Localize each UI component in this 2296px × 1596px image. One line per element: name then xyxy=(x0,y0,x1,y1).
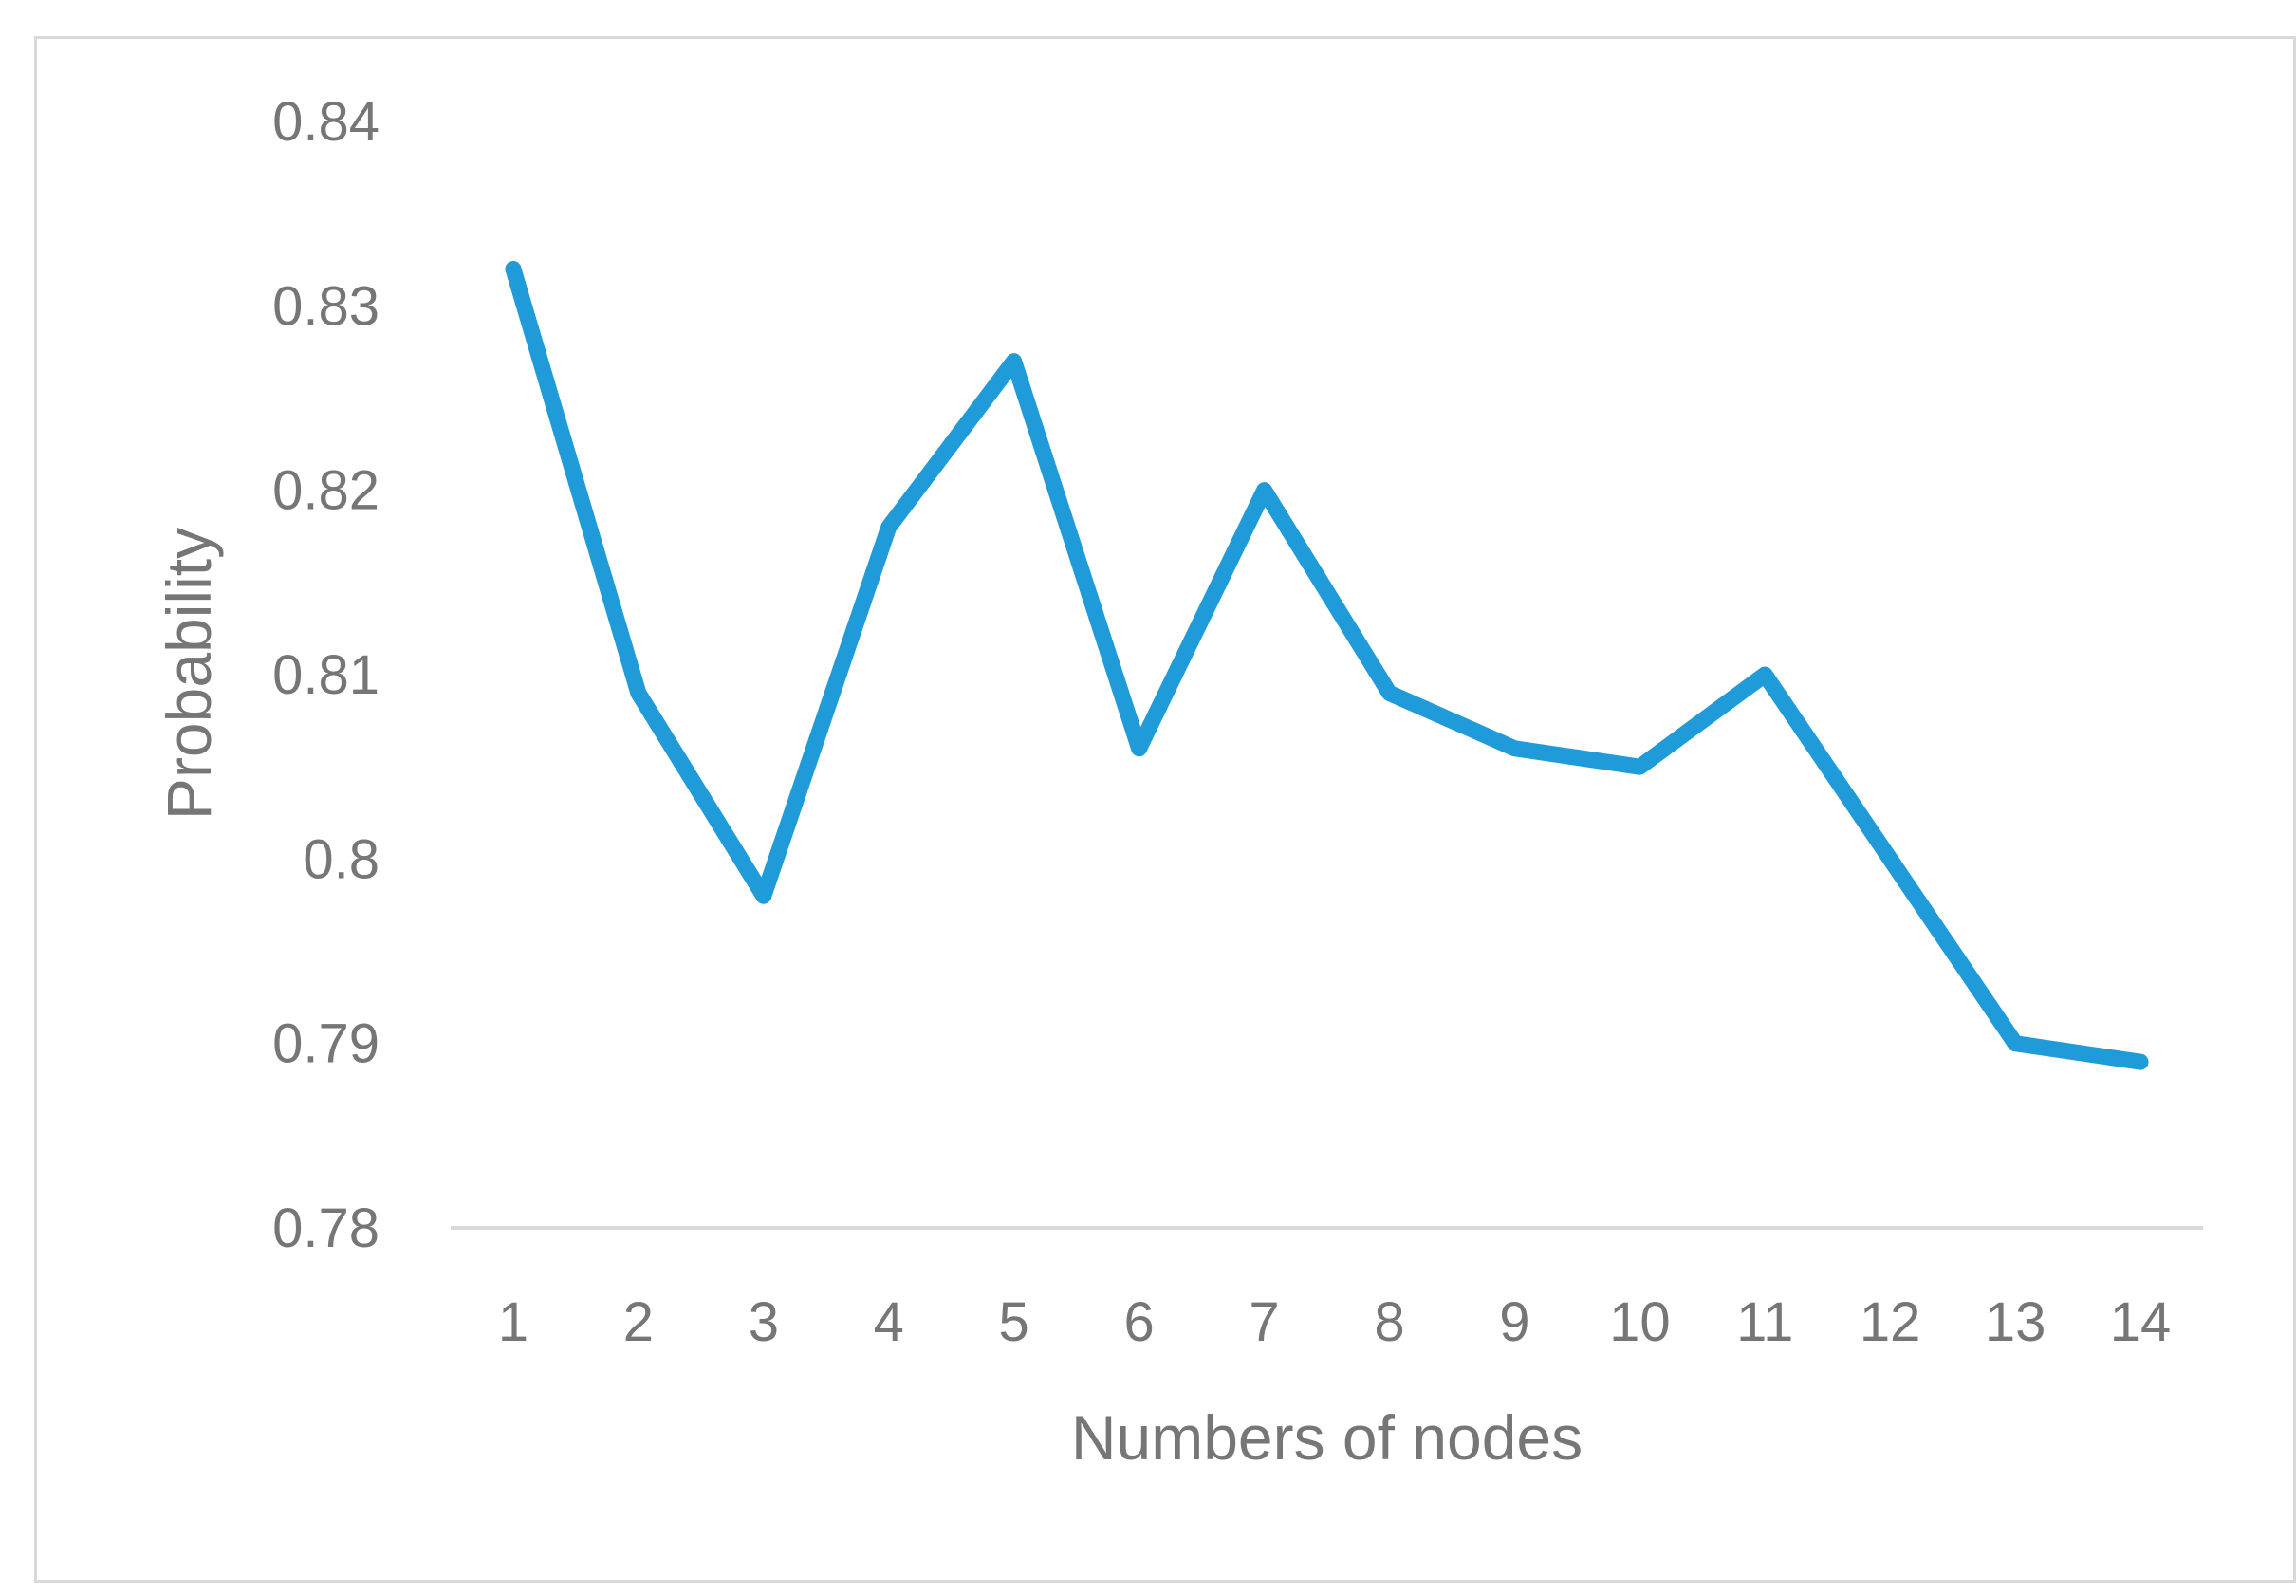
data-point xyxy=(505,261,521,277)
x-tick-label: 11 xyxy=(1736,1291,1793,1353)
data-point xyxy=(755,888,771,904)
y-axis-title: Probability xyxy=(154,528,224,820)
data-point xyxy=(1381,685,1398,701)
data-point xyxy=(1882,851,1898,867)
x-tick-label: 14 xyxy=(2110,1291,2172,1353)
x-tick-label: 9 xyxy=(1499,1291,1529,1353)
x-tick-label: 13 xyxy=(1985,1291,2046,1353)
y-tick-label: 0.79 xyxy=(272,1013,380,1075)
y-tick-label: 0.8 xyxy=(303,828,380,890)
x-axis-ticks: 1 2 3 4 5 6 7 8 9 10 11 12 13 14 xyxy=(498,1291,2171,1353)
data-point xyxy=(2133,1054,2149,1070)
y-tick-label: 0.81 xyxy=(272,644,380,706)
x-tick-label: 8 xyxy=(1374,1291,1404,1353)
x-axis-title: Numbers of nodes xyxy=(1071,1402,1583,1473)
data-point xyxy=(1757,667,1773,682)
series-group xyxy=(505,260,2149,1070)
data-point xyxy=(1006,353,1022,369)
x-tick-label: 12 xyxy=(1860,1291,1921,1353)
x-tick-label: 2 xyxy=(623,1291,654,1353)
x-tick-label: 6 xyxy=(1123,1291,1154,1353)
y-tick-label: 0.78 xyxy=(272,1197,380,1259)
data-point xyxy=(880,519,897,535)
data-point xyxy=(630,685,646,701)
series-line xyxy=(505,260,2149,1070)
data-point xyxy=(2008,1035,2024,1051)
x-tick-label: 5 xyxy=(999,1291,1029,1353)
x-tick-label: 10 xyxy=(1609,1291,1671,1353)
y-tick-label: 0.83 xyxy=(272,275,380,337)
x-tick-label: 7 xyxy=(1249,1291,1279,1353)
y-tick-label: 0.84 xyxy=(272,91,380,153)
data-point xyxy=(1256,482,1272,498)
y-axis-ticks: 0.78 0.79 0.8 0.81 0.82 0.83 0.84 xyxy=(272,91,380,1259)
x-tick-label: 3 xyxy=(749,1291,779,1353)
data-point xyxy=(1507,740,1523,756)
x-tick-label: 1 xyxy=(498,1291,528,1353)
data-point xyxy=(1131,740,1147,756)
data-point xyxy=(1632,759,1648,775)
chart-area xyxy=(34,36,2296,1583)
y-tick-label: 0.82 xyxy=(272,460,380,522)
x-tick-label: 4 xyxy=(874,1291,904,1353)
